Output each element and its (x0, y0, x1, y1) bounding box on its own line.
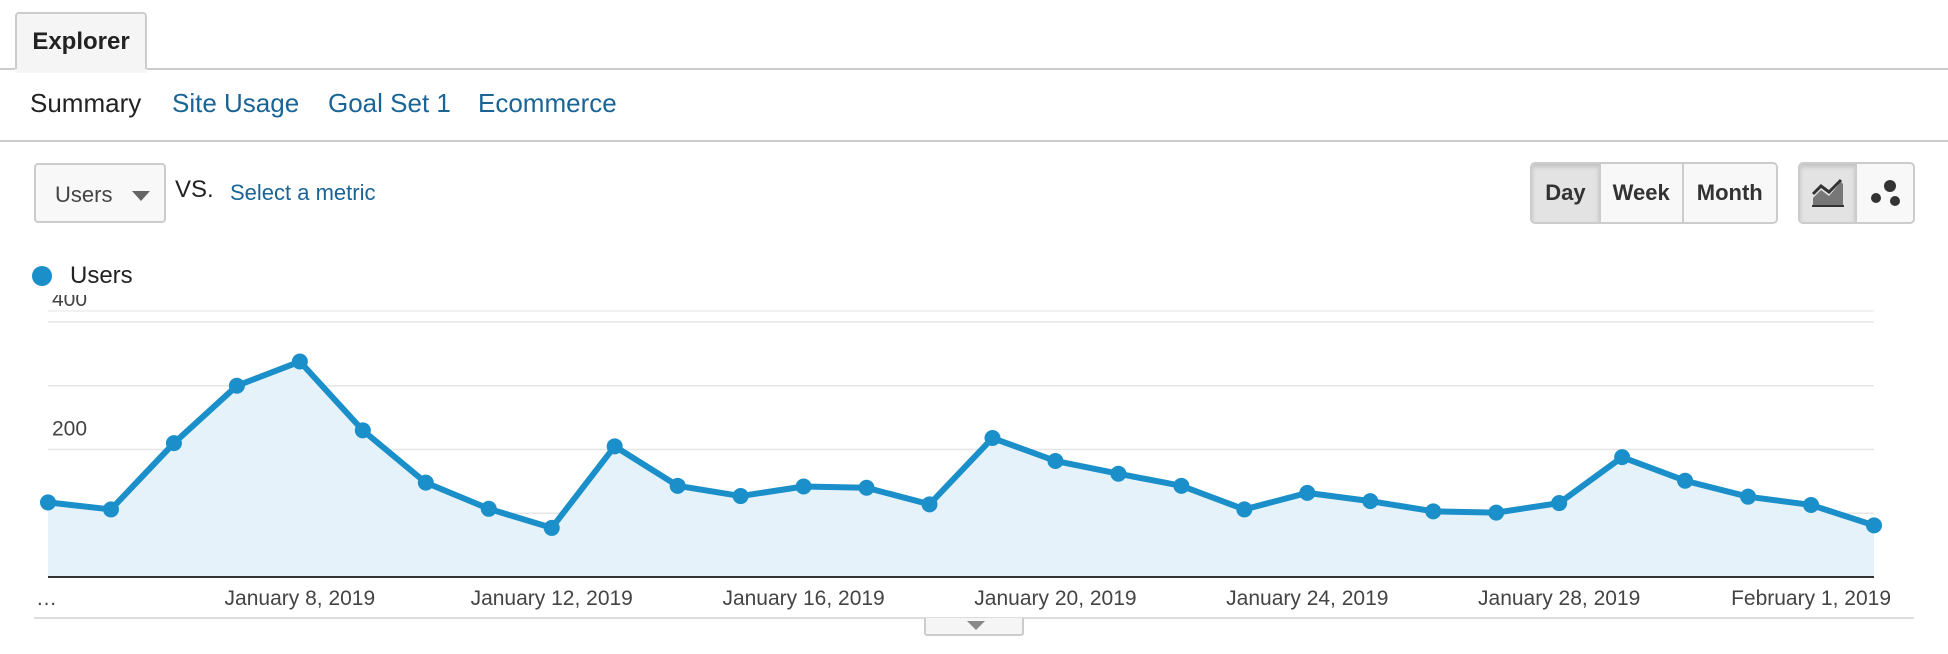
data-point (1110, 465, 1127, 482)
x-tick-label: January 16, 2019 (722, 587, 884, 610)
data-point (291, 353, 308, 370)
data-point (1173, 477, 1190, 494)
series-area-users (48, 361, 1874, 577)
chart-type-toggle-group (1798, 162, 1915, 224)
chevron-down-icon (132, 191, 150, 201)
x-tick-label: January 24, 2019 (1226, 587, 1388, 610)
tab-bar: Explorer (0, 0, 1948, 73)
line-chart-icon (1811, 178, 1844, 207)
data-point (1425, 503, 1442, 520)
x-tick-label: January 20, 2019 (974, 587, 1136, 610)
subnav-goal-set-1[interactable]: Goal Set 1 (328, 88, 451, 118)
motion-chart-icon (1871, 180, 1900, 206)
chart-legend: Users (32, 260, 133, 292)
data-point (732, 488, 749, 505)
primary-metric-label: Users (55, 182, 113, 207)
subnav-summary[interactable]: Summary (30, 88, 142, 118)
data-point (354, 422, 371, 439)
data-point (858, 479, 875, 496)
data-point (1236, 501, 1253, 518)
period-toggle-group: Day Week Month (1530, 162, 1778, 224)
caret-down-icon (967, 621, 985, 630)
data-point (669, 477, 686, 494)
line-chart-button[interactable] (1800, 164, 1858, 222)
x-tick-label: January 12, 2019 (471, 587, 633, 610)
users-area-chart: 200 400 … January 8, 2019 January 12, 2019 Ja… (36, 295, 1891, 610)
data-point (1803, 496, 1820, 513)
period-month-button[interactable]: Month (1696, 180, 1763, 205)
data-point (1488, 504, 1505, 521)
x-tick-label: February 1, 2019 (1731, 587, 1891, 610)
legend-label-users: Users (70, 262, 133, 289)
data-point (1551, 495, 1568, 512)
x-tick-label: January 8, 2019 (225, 587, 376, 610)
period-day-button[interactable]: Day (1532, 164, 1601, 222)
period-week-button[interactable]: Week (1601, 164, 1684, 222)
x-tick-label: … (36, 587, 57, 610)
data-point (1740, 488, 1757, 505)
data-point (984, 430, 1001, 447)
data-point (1677, 472, 1694, 489)
data-point (228, 377, 245, 394)
data-point (1362, 493, 1379, 510)
tab-explorer[interactable]: Explorer (15, 12, 147, 73)
data-point (40, 494, 56, 511)
data-point (1047, 452, 1064, 469)
data-point (480, 500, 497, 517)
vs-label: VS. (175, 176, 214, 203)
primary-metric-dropdown[interactable]: Users (34, 163, 166, 223)
series-line-users (47, 358, 1875, 531)
data-point (165, 435, 182, 452)
x-tick-label: January 28, 2019 (1478, 587, 1640, 610)
data-point (795, 478, 812, 495)
y-tick-label: 400 (52, 295, 87, 311)
subnav-ecommerce[interactable]: Ecommerce (478, 88, 617, 118)
data-point (921, 496, 938, 513)
subnav-site-usage[interactable]: Site Usage (172, 88, 300, 118)
data-point (417, 474, 434, 491)
select-metric-link[interactable]: Select a metric (230, 180, 376, 205)
motion-chart-button[interactable] (1857, 164, 1913, 222)
data-point (1299, 484, 1316, 501)
data-point (1614, 449, 1631, 466)
chart-expander-handle[interactable] (924, 618, 1024, 636)
data-point (1866, 517, 1882, 534)
data-point (102, 501, 119, 518)
y-tick-label: 200 (52, 418, 87, 441)
report-subnav: Summary Site Usage Goal Set 1 Ecommerce (0, 70, 1948, 142)
legend-dot-icon (32, 266, 52, 286)
data-point (606, 438, 623, 455)
data-point (543, 519, 560, 536)
